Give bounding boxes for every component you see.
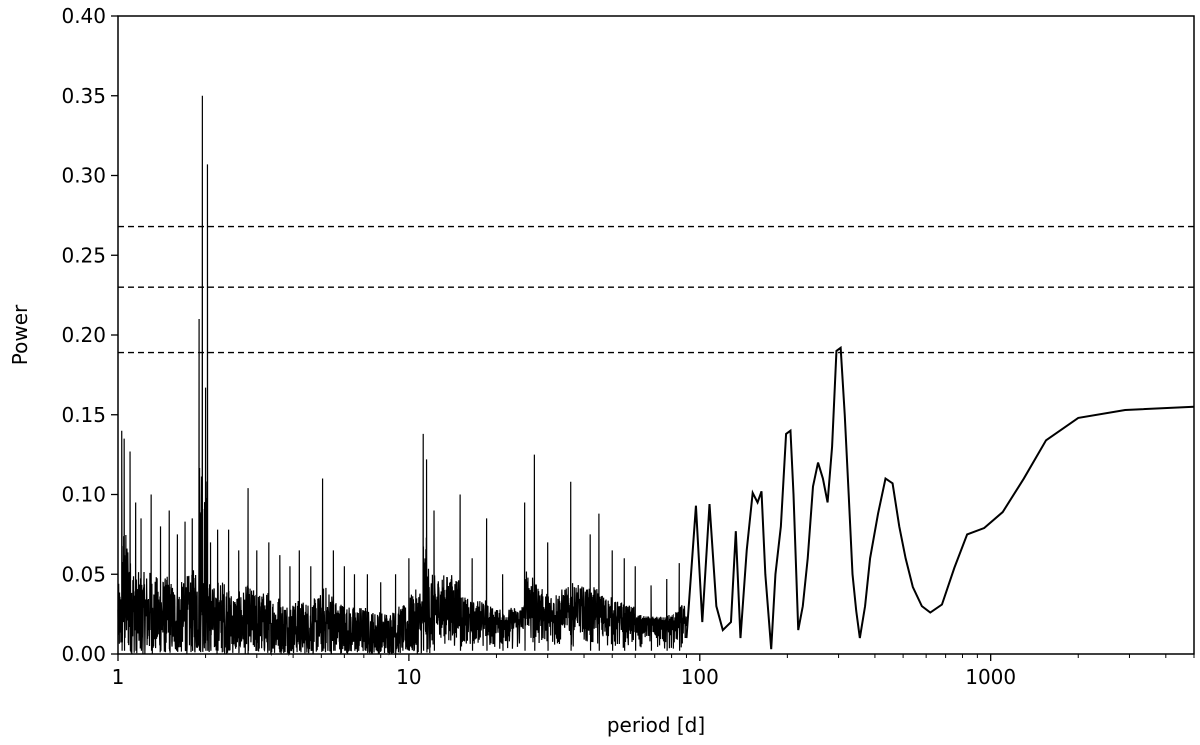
y-tick-label-3: 0.15 bbox=[61, 403, 106, 427]
y-tick-label-1: 0.05 bbox=[61, 562, 106, 586]
y-axis-label: Power bbox=[8, 304, 32, 365]
x-axis-label: period [d] bbox=[607, 713, 705, 737]
threshold-lines bbox=[118, 225, 1194, 354]
x-axis-ticks: 1 10 100 1000 bbox=[112, 654, 1195, 689]
y-tick-label-7: 0.35 bbox=[61, 84, 106, 108]
y-tick-label-5: 0.25 bbox=[61, 243, 106, 267]
y-tick-label-2: 0.10 bbox=[61, 483, 106, 507]
y-axis-ticks: 0.00 0.05 0.10 0.15 0.20 0.25 0.30 0.35 0.40 bbox=[61, 4, 118, 666]
y-tick-label-8: 0.40 bbox=[61, 4, 106, 28]
series-line-noise bbox=[117, 95, 688, 657]
x-tick-label-1: 10 bbox=[396, 665, 421, 689]
series-line bbox=[685, 345, 1195, 650]
y-tick-label-4: 0.20 bbox=[61, 323, 106, 347]
y-tick-label-6: 0.30 bbox=[61, 164, 106, 188]
series-group bbox=[117, 95, 1195, 657]
x-tick-label-2: 100 bbox=[681, 665, 719, 689]
x-tick-label-0: 1 bbox=[112, 665, 125, 689]
y-tick-label-0: 0.00 bbox=[61, 642, 106, 666]
x-tick-label-3: 1000 bbox=[965, 665, 1016, 689]
